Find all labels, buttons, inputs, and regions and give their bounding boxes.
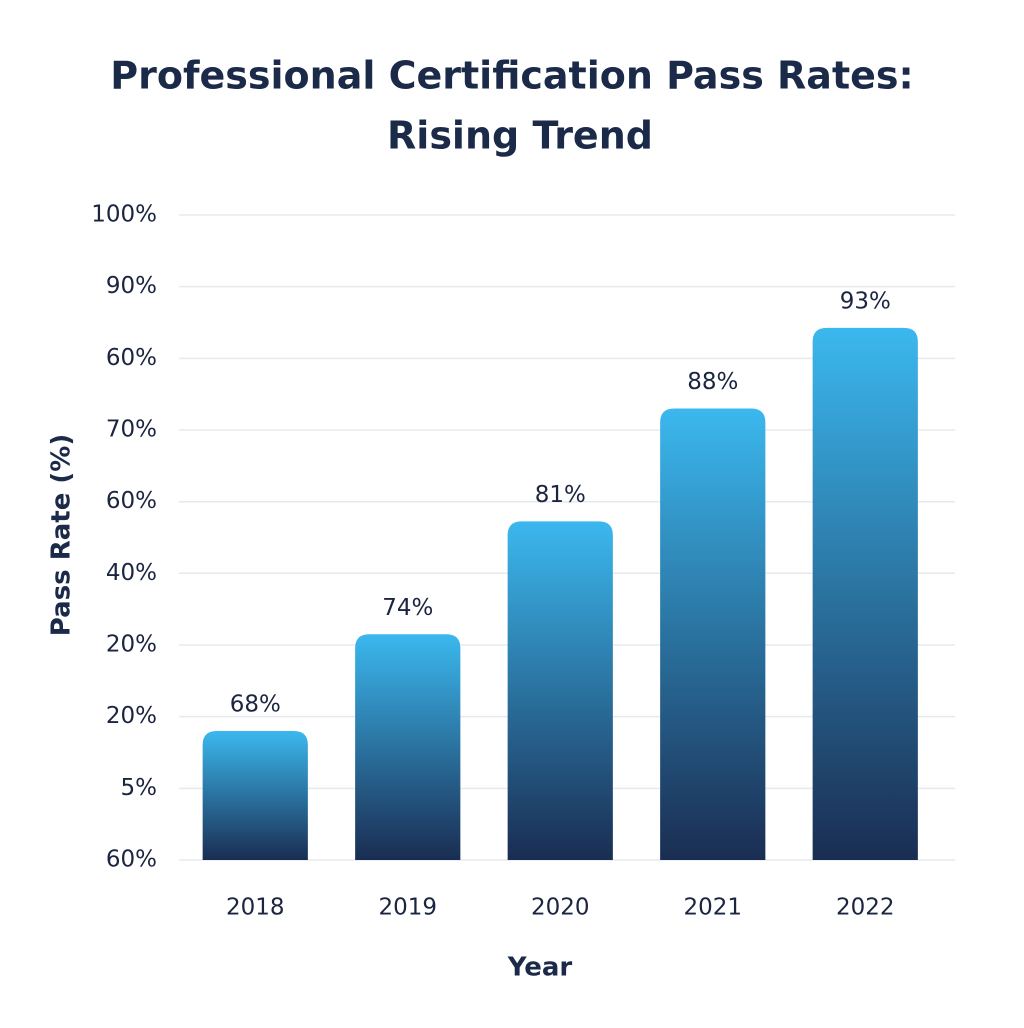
y-tick-label: 5% — [121, 775, 158, 801]
bar — [660, 408, 766, 860]
x-tick-label: 2018 — [226, 895, 285, 921]
value-label: 88% — [687, 369, 738, 395]
value-label: 68% — [230, 692, 281, 718]
chart-title: Professional Certification Pass Rates: — [110, 54, 913, 98]
y-tick-label: 20% — [106, 703, 157, 729]
chart-title: Rising Trend — [387, 114, 653, 158]
x-axis-title: Year — [507, 953, 573, 983]
x-tick-label: 2019 — [378, 895, 437, 921]
y-tick-label: 70% — [106, 416, 157, 442]
bar — [355, 634, 461, 860]
y-tick-label: 100% — [91, 202, 157, 228]
x-tick-label: 2020 — [531, 895, 590, 921]
value-label: 93% — [840, 288, 891, 314]
value-label: 74% — [382, 595, 433, 621]
y-tick-label: 20% — [106, 632, 157, 658]
y-axis-title: Pass Rate (%) — [47, 434, 77, 636]
y-tick-label: 40% — [106, 560, 157, 586]
bar — [507, 521, 613, 860]
x-tick-label: 2022 — [836, 895, 895, 921]
bar — [812, 327, 918, 860]
x-tick-label: 2021 — [683, 895, 742, 921]
y-tick-label: 60% — [106, 847, 157, 873]
y-tick-label: 90% — [106, 273, 157, 299]
value-label: 81% — [535, 482, 586, 508]
bar — [202, 731, 308, 860]
y-tick-label: 60% — [106, 345, 157, 371]
y-tick-label: 60% — [106, 488, 157, 514]
